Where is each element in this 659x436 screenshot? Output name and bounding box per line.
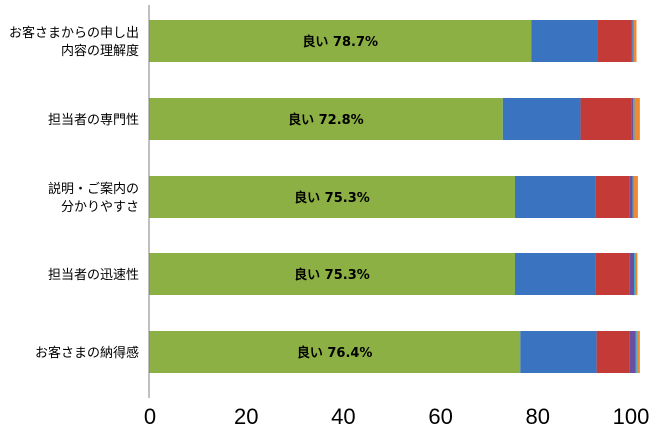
- data-label-4: 良い 75.3%: [294, 267, 370, 283]
- bar-segment-4-2: [514, 253, 596, 295]
- x-tick-label-0: 0: [144, 404, 156, 429]
- bar-segment-5-6: [636, 331, 640, 373]
- x-tick-label-80: 80: [526, 404, 550, 429]
- x-axis-ticks: 0 20 40 60 80 100: [144, 404, 649, 429]
- bars-group: [149, 20, 640, 373]
- category-label-3: 説明・ご案内の分かりやすさ: [48, 181, 139, 215]
- x-tick-label-100: 100: [613, 404, 650, 429]
- bar-segment-1-5: [632, 20, 635, 62]
- bar-segment-3-2: [514, 176, 596, 218]
- bar-segment-2-4: [631, 98, 634, 140]
- bar-segment-4-3: [595, 253, 630, 295]
- bar-segment-1-4: [631, 20, 633, 62]
- bar-segment-5-3: [596, 331, 630, 373]
- category-label-2: 担当者の専門性: [48, 113, 139, 128]
- data-label-3: 良い 75.3%: [294, 190, 370, 206]
- bar-segment-2-1: [149, 98, 503, 140]
- x-tick-label-60: 60: [428, 404, 452, 429]
- bar-segment-4-4: [629, 253, 635, 295]
- data-labels: 良い 78.7% 良い 72.8% 良い 75.3% 良い 75.3% 良い 76.4%: [288, 34, 378, 361]
- bar-segment-2-2: [502, 98, 581, 140]
- bar-segment-3-4: [629, 176, 633, 218]
- category-label-1: お客さまからの申し出内容の理解度: [9, 25, 139, 59]
- x-tick-label-40: 40: [331, 404, 355, 429]
- bar-segment-1-1: [149, 20, 532, 62]
- bar-segment-1-2: [531, 20, 598, 62]
- bar-segment-3-5: [632, 176, 635, 218]
- bar-segment-2-5: [633, 98, 635, 140]
- data-label-5: 良い 76.4%: [297, 345, 373, 361]
- bar-segment-5-1: [149, 331, 521, 373]
- bar-segment-1-6: [634, 20, 637, 62]
- bar-segment-3-1: [149, 176, 515, 218]
- bar-segment-4-6: [635, 253, 638, 295]
- bar-segment-3-6: [634, 176, 638, 218]
- category-label-5: お客さまの納得感: [35, 345, 139, 361]
- bar-segment-4-5: [634, 253, 636, 295]
- data-label-2: 良い 72.8%: [288, 112, 364, 128]
- data-label-1: 良い 78.7%: [302, 34, 378, 50]
- x-tick-label-20: 20: [234, 404, 258, 429]
- bar-segment-1-3: [597, 20, 632, 62]
- category-label-4: 担当者の迅速性: [48, 268, 139, 283]
- bar-segment-5-2: [520, 331, 597, 373]
- bar-segment-3-3: [595, 176, 630, 218]
- bar-segment-2-6: [634, 98, 640, 140]
- bar-segment-2-3: [580, 98, 632, 140]
- bar-segment-5-5: [635, 331, 637, 373]
- category-labels: お客さまからの申し出内容の理解度担当者の専門性説明・ご案内の分かりやすさ担当者の…: [9, 25, 139, 361]
- bar-segment-5-4: [629, 331, 636, 373]
- bar-segment-4-1: [149, 253, 515, 295]
